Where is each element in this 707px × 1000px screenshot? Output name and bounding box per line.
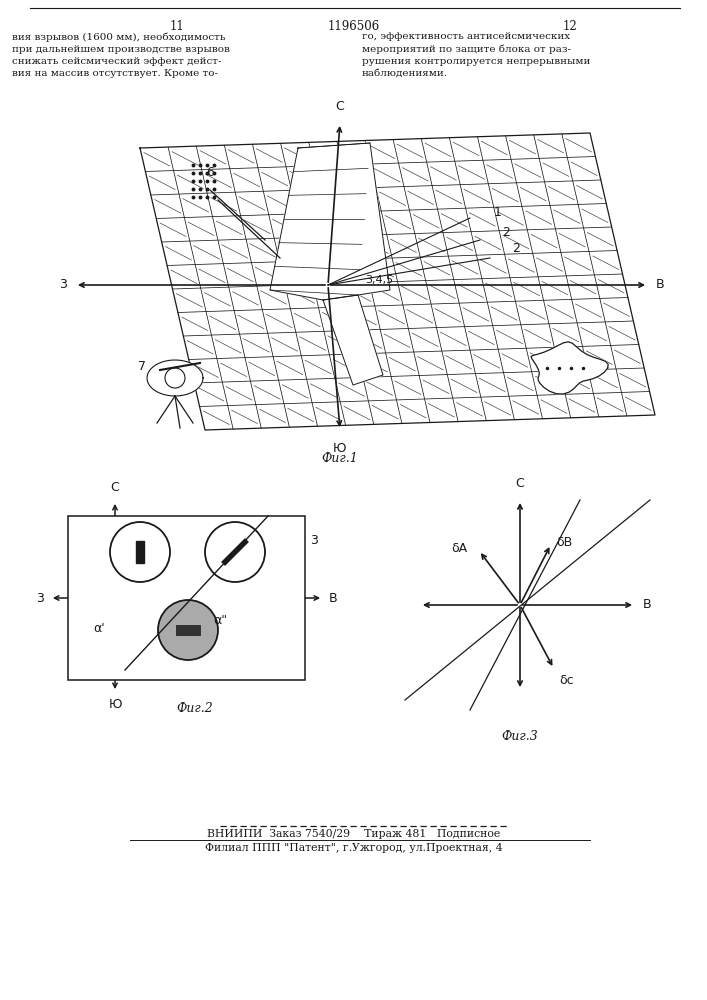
Text: Фиг.3: Фиг.3 xyxy=(502,730,538,743)
Bar xyxy=(136,541,144,563)
Text: 3: 3 xyxy=(36,591,44,604)
Text: В: В xyxy=(656,278,665,292)
Text: С: С xyxy=(515,477,525,490)
Bar xyxy=(68,516,305,680)
Text: Фиг.1: Фиг.1 xyxy=(322,452,358,465)
Text: α': α' xyxy=(93,621,105,635)
Text: α": α" xyxy=(213,613,227,626)
Text: 2: 2 xyxy=(502,227,510,239)
Text: δB: δB xyxy=(556,536,572,549)
Polygon shape xyxy=(531,342,608,394)
Text: В: В xyxy=(643,598,652,611)
Text: 12: 12 xyxy=(563,20,578,33)
Text: Ю: Ю xyxy=(108,698,122,711)
Text: Фиг.2: Фиг.2 xyxy=(177,702,214,715)
Circle shape xyxy=(158,600,218,660)
Text: δс: δс xyxy=(559,674,573,687)
Text: 1: 1 xyxy=(494,207,502,220)
Text: ВНИИПИ  Заказ 7540/29    Тираж 481   Подписное: ВНИИПИ Заказ 7540/29 Тираж 481 Подписное xyxy=(207,829,501,839)
Circle shape xyxy=(205,522,265,582)
Text: го, эффективность антисейсмических
мероприятий по защите блока от раз-
рушения к: го, эффективность антисейсмических мероп… xyxy=(362,32,590,78)
Text: 3: 3 xyxy=(59,278,67,292)
Polygon shape xyxy=(147,360,203,396)
Text: Филиал ППП "Патент", г.Ужгород, ул.Проектная, 4: Филиал ППП "Патент", г.Ужгород, ул.Проек… xyxy=(205,843,503,853)
Text: 7: 7 xyxy=(138,360,146,373)
Text: 2: 2 xyxy=(512,241,520,254)
Polygon shape xyxy=(323,295,383,385)
Text: 6: 6 xyxy=(206,165,214,178)
Polygon shape xyxy=(270,143,390,300)
Text: В: В xyxy=(329,591,338,604)
Text: 3: 3 xyxy=(310,534,318,546)
Text: δA: δA xyxy=(451,542,467,555)
Bar xyxy=(176,625,200,635)
Text: С: С xyxy=(336,100,344,113)
Circle shape xyxy=(110,522,170,582)
Text: вия взрывов (1600 мм), необходимость
при дальнейшем производстве взрывов
снижать: вия взрывов (1600 мм), необходимость при… xyxy=(12,32,230,78)
Text: С: С xyxy=(110,481,119,494)
Text: 11: 11 xyxy=(170,20,185,33)
Text: Ю: Ю xyxy=(333,442,346,455)
Text: 3,4,5: 3,4,5 xyxy=(365,275,393,285)
Text: 1196506: 1196506 xyxy=(328,20,380,33)
